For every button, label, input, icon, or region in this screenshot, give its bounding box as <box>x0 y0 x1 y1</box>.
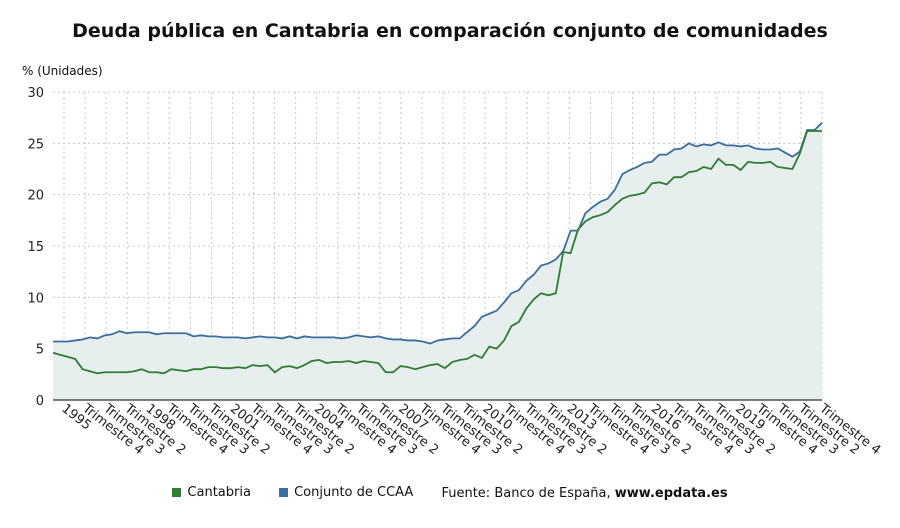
legend-item-ccaa[interactable]: Conjunto de CCAA <box>279 485 413 500</box>
legend-swatch-cantabria <box>172 488 182 497</box>
source-link[interactable]: www.epdata.es <box>614 486 728 501</box>
y-tick-label: 10 <box>27 291 44 306</box>
ccaa-area-fill <box>53 122 822 401</box>
legend-item-cantabria[interactable]: Cantabria <box>172 485 251 500</box>
chart-title: Deuda pública en Cantabria en comparació… <box>72 20 828 42</box>
y-tick-label: 0 <box>36 394 44 409</box>
y-axis-ticks: 0 5 10 15 20 25 30 <box>27 86 44 409</box>
source-note: Fuente: Banco de España, www.epdata.es <box>441 486 727 501</box>
legend-label-ccaa: Conjunto de CCAA <box>294 485 414 500</box>
series-line-conjunto-ccaa <box>53 122 823 345</box>
y-tick-label: 25 <box>27 137 44 152</box>
y-tick-label: 20 <box>27 189 44 204</box>
source-prefix: Fuente: Banco de España, <box>441 486 611 501</box>
y-tick-label: 5 <box>36 343 44 358</box>
legend-swatch-ccaa <box>279 488 289 497</box>
series-line-cantabria <box>52 130 822 375</box>
legend: Cantabria Conjunto de CCAA Fuente: Banco… <box>0 485 900 501</box>
legend-label-cantabria: Cantabria <box>187 485 251 500</box>
y-axis-unit-label: % (Unidades) <box>22 64 103 78</box>
y-tick-label: 30 <box>27 86 44 101</box>
y-tick-label: 15 <box>27 240 44 255</box>
